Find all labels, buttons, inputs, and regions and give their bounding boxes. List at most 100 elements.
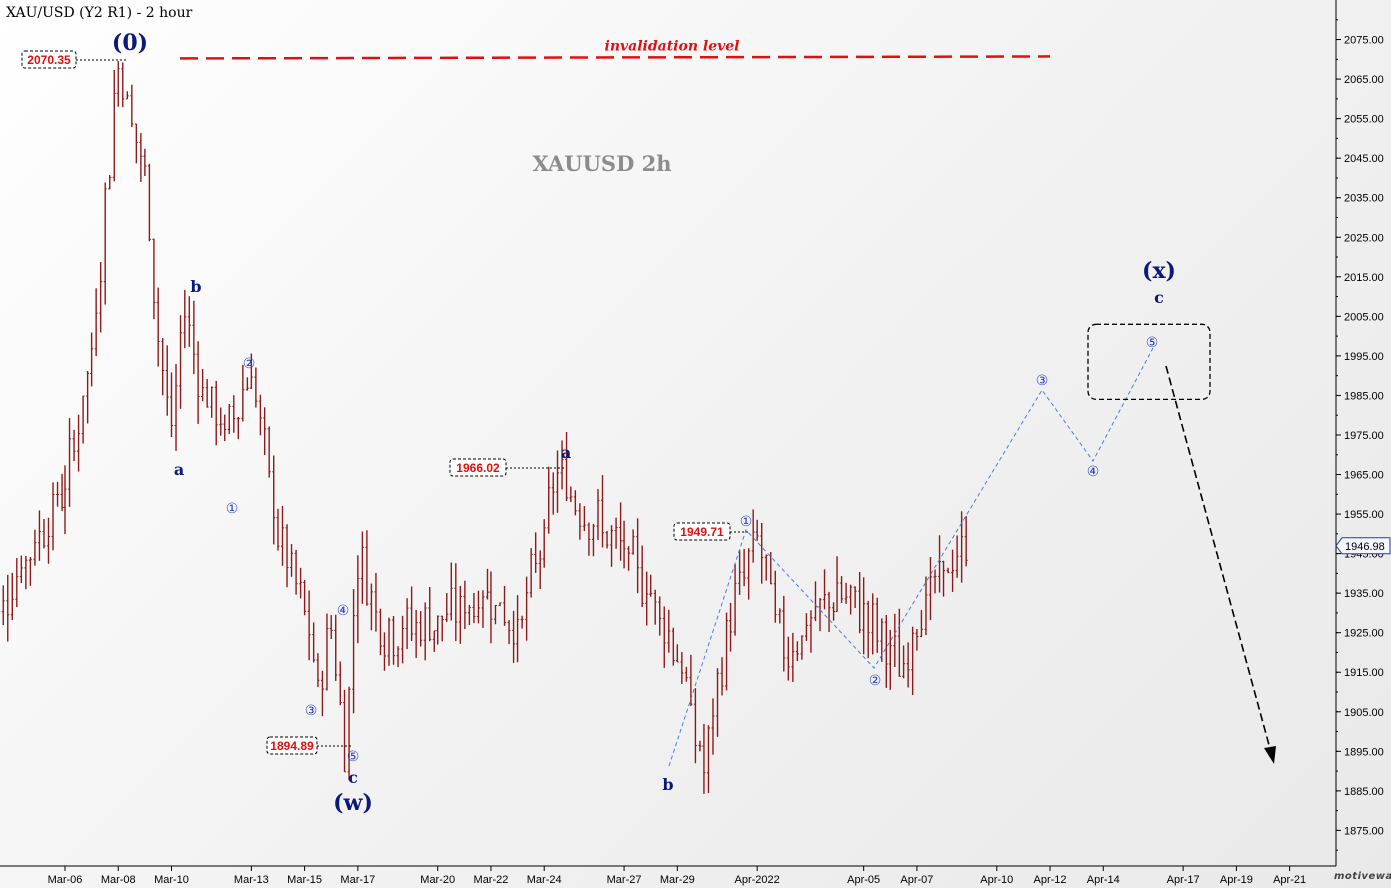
ohlc-bar [693,688,697,764]
projection-path [668,347,1154,767]
ohlc-bar [183,289,187,349]
invalidation-label: invalidation level [605,38,740,54]
ohlc-bar [432,630,436,652]
ohlc-bar [369,583,373,631]
ohlc-bar [68,418,72,507]
ohlc-bar [219,407,223,436]
ohlc-bar [179,315,183,409]
ohlc-bar [63,465,67,535]
ohlc-bar [320,670,324,717]
ohlc-bar [210,386,214,418]
x-tick-label: Mar-27 [607,874,642,886]
ohlc-bar [392,615,396,665]
ohlc-bar [716,668,720,737]
ohlc-bar [804,613,808,641]
ohlc-bar [329,615,333,640]
ohlc-bar [671,627,675,666]
x-tick-label: Mar-24 [527,874,562,886]
ohlc-bar [498,602,502,607]
ohlc-bar [964,516,968,567]
ohlc-bar [347,686,351,781]
y-tick-label: 1885.00 [1344,786,1384,798]
ohlc-bar [823,569,827,610]
ohlc-bar [667,609,671,653]
subwave-label-4a: ④ [337,603,350,619]
ohlc-bar [334,614,338,681]
ohlc-bar [813,581,817,622]
ohlc-bar [782,595,786,672]
y-tick-label: 1985.00 [1344,390,1384,402]
wave-label-x: (x) [1142,258,1176,284]
y-tick-label: 1995.00 [1344,351,1384,363]
ohlc-bar [773,570,777,623]
ohlc-bar [121,62,125,108]
ohlc-bar [702,723,706,794]
price-axis: 1875.00 1885.00 1895.00 1905.00 1915.00 1925.… [1335,0,1391,866]
ohlc-bar [631,529,635,555]
ohlc-bar [547,466,551,534]
x-tick-label: Mar-15 [287,874,322,886]
ohlc-bar [551,472,555,515]
ohlc-bar [125,91,129,100]
ohlc-bar [911,626,915,695]
price-box-high-box [21,50,77,69]
ohlc-bar [387,617,391,666]
ohlc-bar [423,602,427,661]
ohlc-bar [840,576,844,603]
ohlc-bar [706,725,710,794]
ohlc-bar [809,610,813,653]
x-tick-label: Apr-10 [980,874,1013,886]
ohlc-bar [33,529,37,566]
y-tick-label: 2065.00 [1344,74,1384,86]
ohlc-bar [15,558,19,608]
ohlc-bar [290,544,294,577]
ohlc-bar [374,572,378,632]
ohlc-bar [786,636,790,681]
ohlc-bar [591,523,595,557]
ohlc-bar [955,535,959,578]
ohlc-bar [42,518,46,549]
ohlc-bar [285,524,289,588]
x-tick-label: Mar-13 [234,874,269,886]
y-tick-label: 2015.00 [1344,272,1384,284]
ohlc-bar [725,612,729,691]
ohlc-bar [755,519,759,541]
y-tick-label: 1895.00 [1344,746,1384,758]
ohlc-bar [658,596,662,636]
ohlc-bar [596,489,600,540]
ohlc-bar [569,486,573,503]
ohlc-bar [573,490,577,516]
ohlc-bar [764,554,768,581]
ohlc-bar [130,84,134,128]
ohlc-bar [489,571,493,644]
ohlc-bar [378,608,382,656]
ohlc-bar [529,548,533,598]
ohlc-bar [680,652,684,685]
chart-subtitle: XAUUSD 2h [532,151,671,176]
ohlc-bar [601,475,605,548]
ohlc-bar [249,353,253,389]
price-box-low-w-box [266,736,318,755]
ohlc-bar [560,440,564,490]
ohlc-bar [733,564,737,636]
price-box-high-label: 2070.35 [27,53,71,67]
ohlc-bar [134,123,138,164]
ohlc-bar [619,502,623,561]
ohlc-bar [897,608,901,677]
ohlc-bar [161,338,165,396]
ohlc-bar [915,628,919,651]
target-zone-box [1087,323,1211,401]
ohlc-bar [919,610,923,638]
ohlc-bar [653,589,657,625]
ohlc-bar [800,635,804,660]
ohlc-bar [116,61,120,107]
invalidation-line [179,55,1051,60]
ohlc-bar [365,530,369,606]
ohlc-bar [405,598,409,650]
ohlc-bar [10,572,14,620]
ohlc-bar [871,593,875,655]
ohlc-bar [933,569,937,594]
ohlc-bar [401,615,405,664]
